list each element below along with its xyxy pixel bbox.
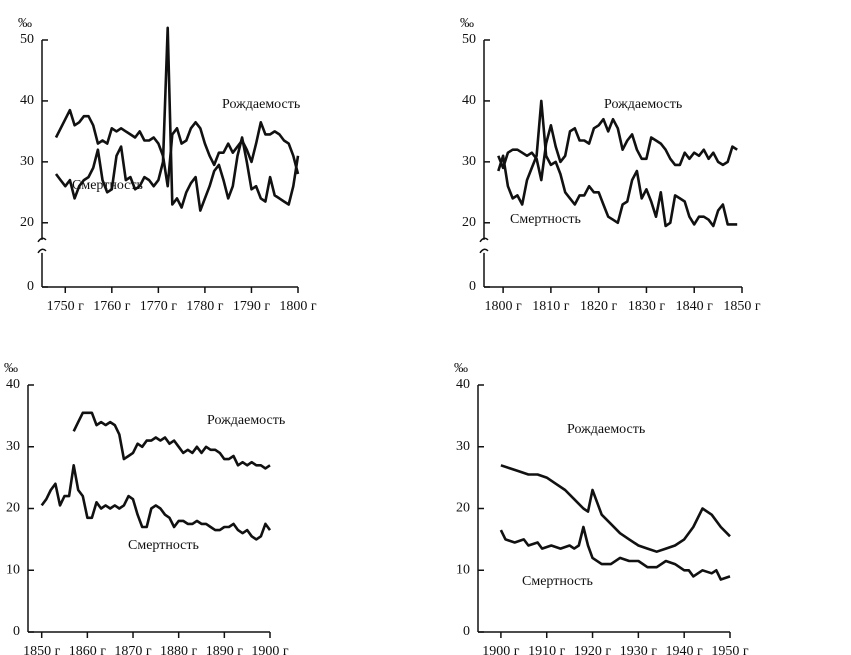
series-line xyxy=(499,525,731,581)
x-tick-label: 1890 г xyxy=(206,644,244,655)
x-tick-label: 1810 г xyxy=(532,299,570,314)
y-tick-label: 40 xyxy=(6,377,20,392)
y-tick-label: 40 xyxy=(20,93,34,108)
x-tick-label: 1850 г xyxy=(723,299,761,314)
x-tick-label: 1840 г xyxy=(676,299,714,314)
series-line xyxy=(497,99,738,228)
series-line xyxy=(40,464,272,541)
x-tick-label: 1830 г xyxy=(628,299,666,314)
x-tick-label: 1790 г xyxy=(233,299,271,314)
series-line xyxy=(54,26,300,212)
x-tick-label: 1800 г xyxy=(279,299,317,314)
series-label: Рождаемость xyxy=(567,422,645,437)
x-tick-label: 1910 г xyxy=(528,644,566,655)
y-tick-label: 0 xyxy=(27,279,34,294)
y-tick-label: 50 xyxy=(462,32,476,47)
x-tick-label: 1760 г xyxy=(93,299,131,314)
x-tick-label: 1940 г xyxy=(666,644,704,655)
series-label: Смертность xyxy=(72,178,143,193)
x-tick-label: 1900 г xyxy=(251,644,289,655)
y-tick-label: 0 xyxy=(463,624,470,639)
x-tick-label: 1900 г xyxy=(482,644,520,655)
y-tick-label: 20 xyxy=(6,501,20,516)
x-tick-label: 1770 г xyxy=(140,299,178,314)
x-tick-label: 1880 г xyxy=(160,644,198,655)
y-tick-label: 30 xyxy=(6,439,20,454)
y-axis-label: ‰ xyxy=(460,16,474,31)
series-label: Рождаемость xyxy=(222,97,300,112)
axis-break xyxy=(37,237,47,254)
y-tick-label: 50 xyxy=(20,32,34,47)
y-tick-label: 30 xyxy=(20,154,34,169)
y-tick-label: 0 xyxy=(13,624,20,639)
y-tick-label: 40 xyxy=(456,377,470,392)
series-label: Смертность xyxy=(128,538,199,553)
y-tick-label: 10 xyxy=(6,562,20,577)
x-tick-label: 1870 г xyxy=(114,644,152,655)
y-tick-label: 20 xyxy=(462,215,476,230)
series-label: Рождаемость xyxy=(604,97,682,112)
axis-break xyxy=(479,237,489,254)
y-tick-label: 30 xyxy=(462,154,476,169)
x-tick-label: 1920 г xyxy=(574,644,612,655)
x-tick-label: 1750 г xyxy=(47,299,85,314)
y-axis-label: ‰ xyxy=(4,361,18,376)
y-tick-label: 0 xyxy=(469,279,476,294)
x-tick-label: 1850 г xyxy=(23,644,61,655)
y-tick-label: 30 xyxy=(456,439,470,454)
series-line xyxy=(500,464,731,553)
series-line xyxy=(72,411,271,470)
x-tick-label: 1930 г xyxy=(620,644,658,655)
series-label: Смертность xyxy=(522,574,593,589)
series-label: Смертность xyxy=(510,212,581,227)
y-axis-label: ‰ xyxy=(18,16,32,31)
series-label: Рождаемость xyxy=(207,413,285,428)
y-tick-label: 20 xyxy=(456,501,470,516)
x-tick-label: 1780 г xyxy=(186,299,224,314)
y-tick-label: 10 xyxy=(456,562,470,577)
x-tick-label: 1950 г xyxy=(711,644,749,655)
x-tick-label: 1800 г xyxy=(484,299,522,314)
y-tick-label: 40 xyxy=(462,93,476,108)
y-tick-label: 20 xyxy=(20,215,34,230)
series-line xyxy=(497,117,738,182)
series-line xyxy=(54,108,300,188)
y-axis-label: ‰ xyxy=(454,361,468,376)
x-tick-label: 1820 г xyxy=(580,299,618,314)
x-tick-label: 1860 г xyxy=(69,644,107,655)
